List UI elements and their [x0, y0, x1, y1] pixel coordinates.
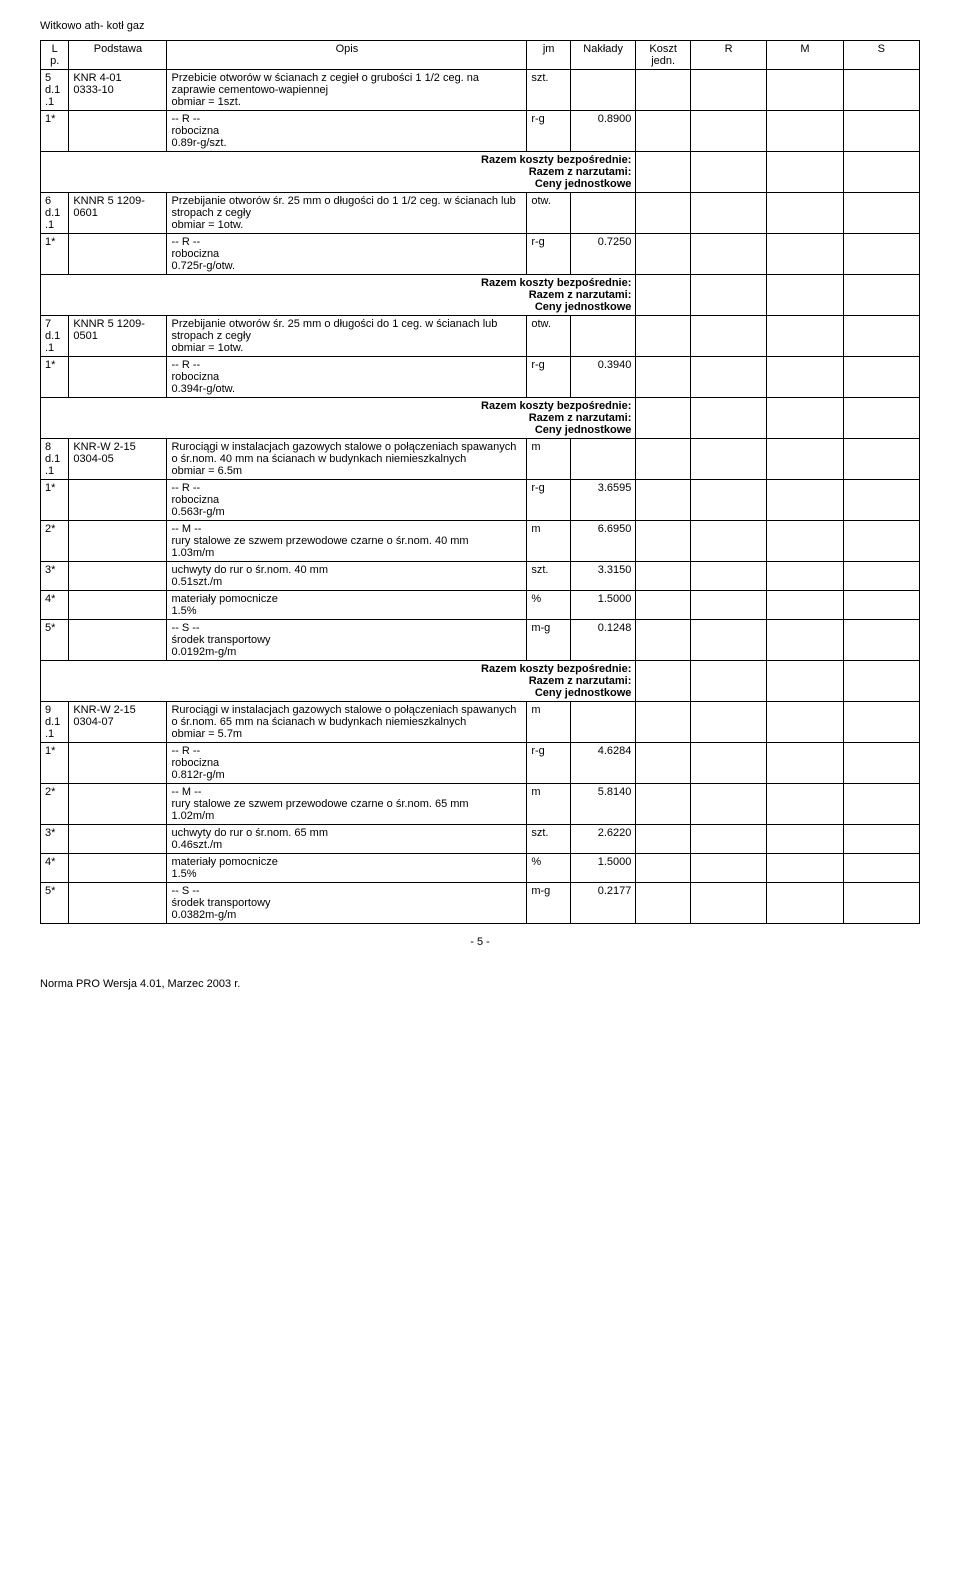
th-naklady: Nakłady [570, 41, 635, 70]
subitem-row: 3*uchwyty do rur o śr.nom. 40 mm 0.51szt… [41, 562, 920, 591]
item-row: 8 d.1 .1KNR-W 2-15 0304-05Rurociągi w in… [41, 439, 920, 480]
th-r: R [690, 41, 766, 70]
th-lp: L p. [41, 41, 69, 70]
item-row: 7 d.1 .1KNNR 5 1209- 0501Przebijanie otw… [41, 316, 920, 357]
doc-title: Witkowo ath- kotł gaz [40, 20, 920, 32]
subitem-row: 1*-- R -- robocizna 0.394r-g/otw.r-g0.39… [41, 357, 920, 398]
cost-table: L p. Podstawa Opis jm Nakłady Koszt jedn… [40, 40, 920, 924]
summary-row: Razem koszty bezpośrednie: Razem z narzu… [41, 152, 920, 193]
th-opis: Opis [167, 41, 527, 70]
th-koszt: Koszt jedn. [636, 41, 691, 70]
th-s: S [843, 41, 919, 70]
th-podstawa: Podstawa [69, 41, 167, 70]
subitem-row: 2*-- M -- rury stalowe ze szwem przewodo… [41, 784, 920, 825]
subitem-row: 4*materiały pomocnicze 1.5%%1.5000 [41, 591, 920, 620]
th-jm: jm [527, 41, 571, 70]
table-header-row: L p. Podstawa Opis jm Nakłady Koszt jedn… [41, 41, 920, 70]
subitem-row: 4*materiały pomocnicze 1.5%%1.5000 [41, 854, 920, 883]
subitem-row: 3*uchwyty do rur o śr.nom. 65 mm 0.46szt… [41, 825, 920, 854]
item-row: 5 d.1 .1KNR 4-01 0333-10Przebicie otworó… [41, 70, 920, 111]
item-row: 9 d.1 .1KNR-W 2-15 0304-07Rurociągi w in… [41, 702, 920, 743]
subitem-row: 1*-- R -- robocizna 0.725r-g/otw.r-g0.72… [41, 234, 920, 275]
subitem-row: 1*-- R -- robocizna 0.812r-g/mr-g4.6284 [41, 743, 920, 784]
page-number: - 5 - [40, 936, 920, 948]
summary-row: Razem koszty bezpośrednie: Razem z narzu… [41, 661, 920, 702]
subitem-row: 5*-- S -- środek transportowy 0.0192m-g/… [41, 620, 920, 661]
th-m: M [767, 41, 843, 70]
subitem-row: 1*-- R -- robocizna 0.89r-g/szt.r-g0.890… [41, 111, 920, 152]
subitem-row: 2*-- M -- rury stalowe ze szwem przewodo… [41, 521, 920, 562]
summary-row: Razem koszty bezpośrednie: Razem z narzu… [41, 398, 920, 439]
summary-row: Razem koszty bezpośrednie: Razem z narzu… [41, 275, 920, 316]
subitem-row: 1*-- R -- robocizna 0.563r-g/mr-g3.6595 [41, 480, 920, 521]
item-row: 6 d.1 .1KNNR 5 1209- 0601Przebijanie otw… [41, 193, 920, 234]
subitem-row: 5*-- S -- środek transportowy 0.0382m-g/… [41, 883, 920, 924]
footer-text: Norma PRO Wersja 4.01, Marzec 2003 r. [0, 948, 960, 990]
